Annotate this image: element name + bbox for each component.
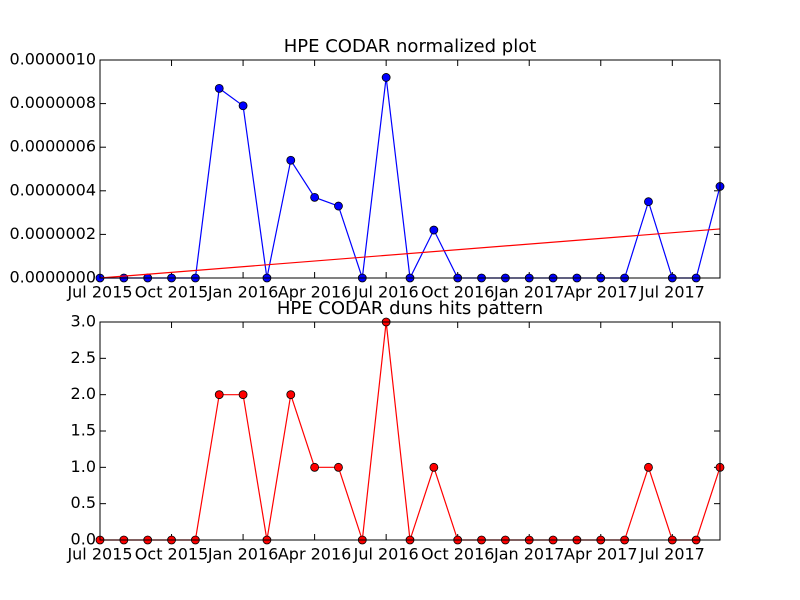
data-point xyxy=(334,201,343,211)
axes-frame xyxy=(99,321,721,541)
y-tick-label: 0.0 xyxy=(71,530,96,549)
chart-title: HPE CODAR normalized plot xyxy=(284,36,537,57)
x-tick-label: Jan 2016 xyxy=(207,283,278,302)
data-point xyxy=(334,462,343,472)
x-tick-label: Jan 2016 xyxy=(207,545,278,564)
x-tick-label: Jul 2016 xyxy=(353,545,419,564)
x-tick-label: Jul 2015 xyxy=(66,545,132,564)
x-tick-label: Jul 2016 xyxy=(353,283,419,302)
data-point xyxy=(310,462,320,472)
x-tick-label: Jul 2017 xyxy=(639,283,705,302)
data-point xyxy=(214,83,224,93)
data-point xyxy=(238,390,248,400)
plot-area xyxy=(100,322,720,540)
data-point xyxy=(644,197,653,207)
x-tick-label: Jan 2017 xyxy=(493,283,564,302)
x-tick-label: Oct 2016 xyxy=(421,545,494,564)
y-tick-label: 3.0 xyxy=(71,312,96,331)
x-tick-label: Apr 2017 xyxy=(564,283,637,302)
data-point xyxy=(429,225,439,235)
chart-title: HPE CODAR duns hits pattern xyxy=(277,298,543,319)
y-tick-label: 2.0 xyxy=(71,384,96,403)
y-tick-label: 0.0000000 xyxy=(9,268,96,287)
y-tick-label: 0.0000004 xyxy=(9,180,96,199)
x-tick-label: Oct 2015 xyxy=(135,283,208,302)
y-tick-label: 0.0000002 xyxy=(9,224,96,243)
y-tick-label: 1.5 xyxy=(71,421,96,440)
y-tick-label: 0.0000006 xyxy=(9,137,96,156)
x-tick-label: Jul 2015 xyxy=(66,283,132,302)
y-tick-label: 0.0000008 xyxy=(9,93,96,112)
y-tick-label: 0.0000010 xyxy=(9,50,96,69)
x-tick-label: Apr 2016 xyxy=(278,545,351,564)
x-tick-label: Oct 2016 xyxy=(421,283,494,302)
data-point xyxy=(286,390,296,400)
data-point xyxy=(310,192,320,202)
axes-frame xyxy=(99,59,721,279)
data-point xyxy=(214,390,224,400)
data-point xyxy=(238,101,248,111)
x-tick-label: Jul 2017 xyxy=(639,545,705,564)
y-tick-label: 0.5 xyxy=(71,493,96,512)
y-tick-label: 2.5 xyxy=(71,348,96,367)
data-point xyxy=(429,462,439,472)
x-tick-label: Apr 2016 xyxy=(278,283,351,302)
data-point xyxy=(381,73,391,82)
trend-line xyxy=(99,228,721,279)
data-point xyxy=(286,155,296,165)
x-tick-label: Apr 2017 xyxy=(564,545,637,564)
y-tick-label: 1.0 xyxy=(71,457,96,476)
plot-area xyxy=(100,60,720,278)
data-point xyxy=(644,462,653,472)
x-tick-label: Oct 2015 xyxy=(135,545,208,564)
x-tick-label: Jan 2017 xyxy=(493,545,564,564)
